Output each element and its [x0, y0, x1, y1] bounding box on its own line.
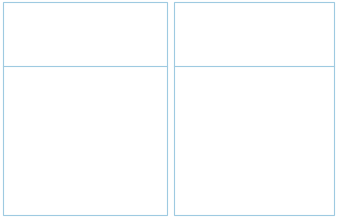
Text: 33.4: 33.4 [305, 82, 322, 91]
Bar [264, 87, 283, 183]
Text: One-Year Total
Shareholder Return (%): One-Year Total Shareholder Return (%) [183, 20, 285, 39]
Text: Five-Year Average Annual
Total Shareholder Return (%): Five-Year Average Annual Total Sharehold… [13, 20, 137, 39]
Bar [303, 94, 323, 183]
Bar [14, 166, 34, 171]
Text: 13.1: 13.1 [97, 79, 114, 88]
Bar [184, 133, 204, 183]
Text: 18.6: 18.6 [185, 122, 202, 131]
Text: 12.9: 12.9 [138, 80, 155, 89]
Text: *Total return: *Total return [183, 188, 231, 197]
Bar [55, 130, 75, 166]
Text: 36.1: 36.1 [265, 75, 282, 84]
Text: (0.9): (0.9) [15, 174, 33, 183]
Bar [136, 92, 156, 166]
Bar [224, 112, 244, 183]
Text: 26.8: 26.8 [225, 100, 242, 109]
Bar [95, 91, 116, 166]
Text: 6.3: 6.3 [59, 118, 71, 127]
Text: *Total return: *Total return [13, 188, 61, 197]
